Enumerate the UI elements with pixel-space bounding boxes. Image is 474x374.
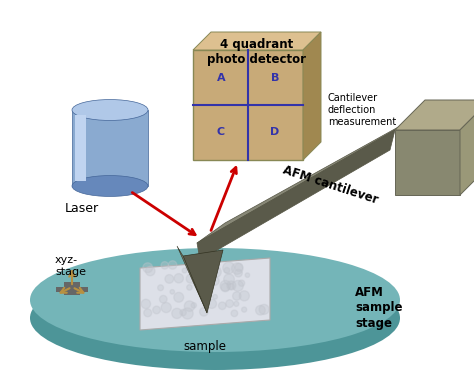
Text: D: D bbox=[270, 127, 280, 137]
Ellipse shape bbox=[30, 248, 400, 352]
Polygon shape bbox=[460, 100, 474, 195]
Circle shape bbox=[232, 280, 243, 291]
Circle shape bbox=[191, 261, 199, 269]
Ellipse shape bbox=[72, 175, 148, 196]
Circle shape bbox=[259, 304, 269, 315]
Circle shape bbox=[223, 262, 235, 274]
Circle shape bbox=[141, 299, 151, 309]
Circle shape bbox=[224, 274, 234, 285]
Circle shape bbox=[174, 292, 183, 302]
Circle shape bbox=[228, 283, 234, 289]
Text: xyz-
stage: xyz- stage bbox=[55, 255, 86, 277]
Circle shape bbox=[221, 283, 229, 292]
Text: 4 quadrant
photo detector: 4 quadrant photo detector bbox=[208, 38, 307, 66]
Polygon shape bbox=[183, 250, 223, 313]
Circle shape bbox=[182, 308, 193, 319]
Circle shape bbox=[170, 289, 174, 294]
Circle shape bbox=[172, 308, 182, 319]
Circle shape bbox=[213, 294, 218, 299]
Circle shape bbox=[153, 306, 160, 314]
Circle shape bbox=[186, 274, 195, 283]
Text: AFM cantilever: AFM cantilever bbox=[281, 163, 379, 206]
Circle shape bbox=[227, 281, 236, 290]
Circle shape bbox=[193, 277, 205, 288]
Circle shape bbox=[194, 270, 201, 278]
Polygon shape bbox=[303, 32, 321, 160]
Ellipse shape bbox=[30, 266, 400, 370]
Circle shape bbox=[187, 285, 192, 290]
Circle shape bbox=[239, 291, 249, 301]
Circle shape bbox=[191, 303, 196, 308]
Circle shape bbox=[158, 285, 164, 291]
Circle shape bbox=[180, 309, 186, 316]
Circle shape bbox=[242, 307, 246, 312]
Polygon shape bbox=[56, 287, 88, 292]
Polygon shape bbox=[197, 115, 420, 243]
Circle shape bbox=[196, 267, 204, 275]
Circle shape bbox=[199, 273, 205, 280]
Circle shape bbox=[255, 306, 265, 315]
Circle shape bbox=[207, 264, 216, 273]
Polygon shape bbox=[72, 110, 148, 186]
Polygon shape bbox=[197, 130, 395, 260]
Text: Laser: Laser bbox=[65, 202, 99, 215]
Circle shape bbox=[165, 275, 173, 283]
Circle shape bbox=[219, 302, 226, 310]
Polygon shape bbox=[193, 32, 321, 50]
Circle shape bbox=[210, 266, 221, 278]
Polygon shape bbox=[177, 246, 207, 313]
Circle shape bbox=[174, 274, 183, 283]
Polygon shape bbox=[193, 50, 303, 160]
Circle shape bbox=[235, 269, 242, 277]
Circle shape bbox=[186, 265, 191, 270]
Circle shape bbox=[220, 280, 231, 291]
Text: C: C bbox=[217, 127, 225, 137]
Polygon shape bbox=[140, 258, 270, 330]
Polygon shape bbox=[64, 282, 80, 295]
Circle shape bbox=[226, 300, 234, 307]
Circle shape bbox=[234, 301, 239, 306]
Circle shape bbox=[207, 299, 217, 309]
Text: sample: sample bbox=[183, 340, 227, 353]
Circle shape bbox=[144, 309, 152, 317]
Polygon shape bbox=[75, 115, 86, 181]
Text: B: B bbox=[271, 73, 279, 83]
Circle shape bbox=[146, 266, 155, 276]
Circle shape bbox=[182, 268, 187, 273]
Circle shape bbox=[161, 303, 171, 313]
Polygon shape bbox=[395, 100, 474, 130]
Circle shape bbox=[231, 310, 237, 317]
Ellipse shape bbox=[72, 99, 148, 120]
Circle shape bbox=[238, 280, 245, 286]
Circle shape bbox=[200, 307, 208, 316]
Circle shape bbox=[159, 295, 167, 303]
Circle shape bbox=[245, 273, 250, 278]
Circle shape bbox=[232, 263, 243, 274]
Circle shape bbox=[201, 270, 212, 282]
Circle shape bbox=[235, 263, 243, 271]
Text: Cantilever
deflection
measurement: Cantilever deflection measurement bbox=[328, 94, 396, 127]
Circle shape bbox=[233, 292, 241, 300]
Circle shape bbox=[211, 268, 216, 273]
Circle shape bbox=[143, 263, 153, 273]
Circle shape bbox=[224, 267, 230, 273]
Circle shape bbox=[161, 261, 168, 269]
Circle shape bbox=[168, 261, 177, 269]
Circle shape bbox=[184, 301, 195, 312]
Circle shape bbox=[210, 277, 214, 281]
Polygon shape bbox=[395, 130, 460, 195]
Circle shape bbox=[205, 284, 210, 288]
Circle shape bbox=[210, 277, 219, 285]
Text: AFM
sample
stage: AFM sample stage bbox=[355, 286, 402, 329]
Text: A: A bbox=[217, 73, 225, 83]
